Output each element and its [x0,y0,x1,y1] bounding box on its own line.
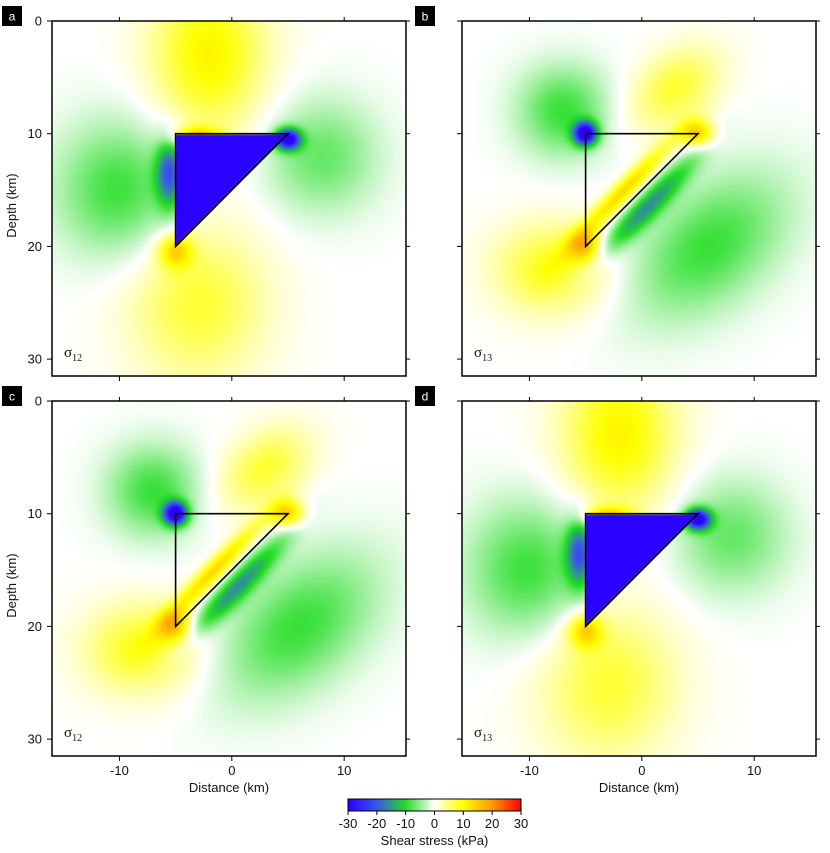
x-axis-title: Distance (km) [599,780,679,795]
panel-tag-letter: b [422,10,429,24]
fault-triangle-a [174,132,290,249]
colorbar: -30 -20 -10 0 10 20 30 Shear stress (kPa) [339,798,528,848]
panel-b: b σ13 [415,6,820,381]
panel-c: 0 10 20 30 Depth (km) -10 0 10 Distance (km) c σ12 [2,386,410,795]
panel-tag-box [2,6,22,26]
sigma-symbol: σ [474,345,482,361]
component-label-b: σ13 [474,345,492,364]
fault-triangle-c [174,512,290,629]
stress-field-a [52,21,406,376]
panel-tag-c: c [2,386,22,406]
fault-triangle-b [584,132,700,249]
component-subscript: 12 [72,353,82,364]
fault-triangle-d [584,512,700,629]
colorbar-gradient [347,798,522,812]
colorbar-tick-label: 10 [456,816,470,831]
x-tick-label: 0 [228,763,235,778]
colorbar-tick-label: 0 [431,816,438,831]
colorbar-tick-label: 30 [514,816,528,831]
x-tick-label: -10 [520,763,539,778]
component-label-a: σ12 [64,345,82,364]
panel-frame-a [51,20,407,377]
x-tick-label: 0 [638,763,645,778]
y-tick-label: 10 [28,126,42,141]
stress-field-b [462,21,816,376]
panel-tag-box [415,386,435,406]
component-subscript: 12 [72,733,82,744]
panel-frame-b [461,20,817,377]
y-tick-label: 0 [35,394,42,409]
x-axis-title: Distance (km) [189,780,269,795]
panel-tag-letter: a [9,10,16,24]
x-tick-label: 10 [747,763,761,778]
panel-frame-d [461,400,817,757]
sigma-symbol: σ [64,725,72,741]
panel-tag-box [415,6,435,26]
panel-frame-c [51,400,407,757]
y-axis-title: Depth (km) [4,173,19,237]
y-tick-label: 20 [28,239,42,254]
panel-tag-b: b [415,6,435,26]
component-subscript: 13 [482,353,492,364]
panel-d: -10 0 10 Distance (km) d σ13 [415,386,820,795]
y-tick-label: 10 [28,506,42,521]
x-tick-label: -10 [110,763,129,778]
sigma-symbol: σ [64,345,72,361]
y-tick-label: 30 [28,732,42,747]
panel-tag-a: a [2,6,22,26]
component-subscript: 13 [482,733,492,744]
colorbar-tick-label: -10 [396,816,415,831]
panel-a: 0 10 20 30 Depth (km) a σ12 [2,6,410,381]
y-axis-title: Depth (km) [4,553,19,617]
y-tick-label: 0 [35,14,42,29]
panel-tag-d: d [415,386,435,406]
stress-field-d [462,401,816,756]
x-tick-label: 10 [337,763,351,778]
panel-tag-letter: c [9,390,15,404]
component-label-c: σ12 [64,725,82,744]
y-tick-label: 30 [28,352,42,367]
panel-tag-letter: d [422,390,429,404]
colorbar-tick-label: 20 [485,816,499,831]
colorbar-title: Shear stress (kPa) [381,833,489,848]
sigma-symbol: σ [474,725,482,741]
stress-field-c [52,401,406,756]
colorbar-tick-label: -30 [339,816,358,831]
colorbar-tick-label: -20 [367,816,386,831]
component-label-d: σ13 [474,725,492,744]
panel-tag-box [2,386,22,406]
y-tick-label: 20 [28,619,42,634]
